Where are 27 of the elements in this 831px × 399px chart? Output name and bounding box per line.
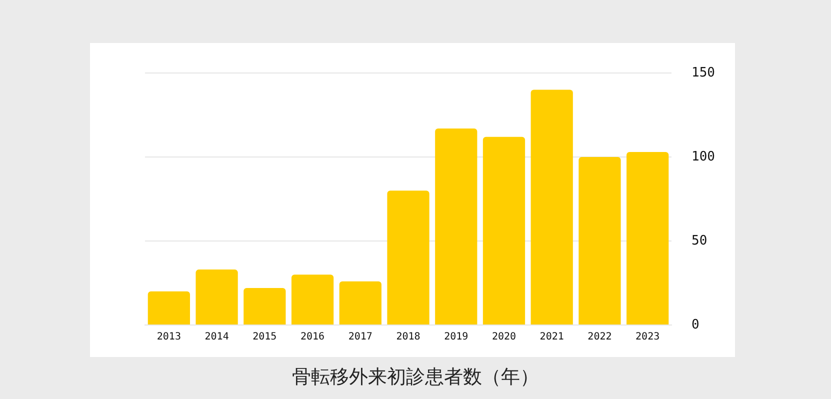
bar xyxy=(196,270,238,324)
x-tick-label: 2014 xyxy=(204,332,229,343)
x-tick-label: 2018 xyxy=(396,332,420,343)
bar xyxy=(530,90,573,324)
x-tick-label: 2015 xyxy=(252,332,277,343)
bar xyxy=(339,281,382,324)
x-tick-label: 2013 xyxy=(156,332,181,343)
bar xyxy=(626,152,669,324)
x-tick-label: 2019 xyxy=(444,332,468,343)
y-tick-label: 50 xyxy=(692,233,708,248)
y-tick-label: 150 xyxy=(692,65,716,80)
x-tick-label: 2023 xyxy=(636,332,660,343)
x-tick-label: 2021 xyxy=(540,332,564,343)
bar xyxy=(482,136,526,324)
bar xyxy=(244,288,286,324)
y-tick-label: 100 xyxy=(692,149,716,164)
x-tick-label: 2020 xyxy=(492,332,516,343)
bar xyxy=(578,157,621,324)
bar xyxy=(148,291,190,324)
bar xyxy=(435,128,478,324)
x-tick-label: 2017 xyxy=(348,332,372,343)
bar xyxy=(387,190,430,324)
bar xyxy=(291,274,334,324)
x-tick-label: 2022 xyxy=(588,332,612,343)
text: 骨転移外来初診患者数（年） xyxy=(291,365,540,390)
x-tick-label: 2016 xyxy=(300,332,325,343)
y-tick-label: 0 xyxy=(692,317,700,332)
